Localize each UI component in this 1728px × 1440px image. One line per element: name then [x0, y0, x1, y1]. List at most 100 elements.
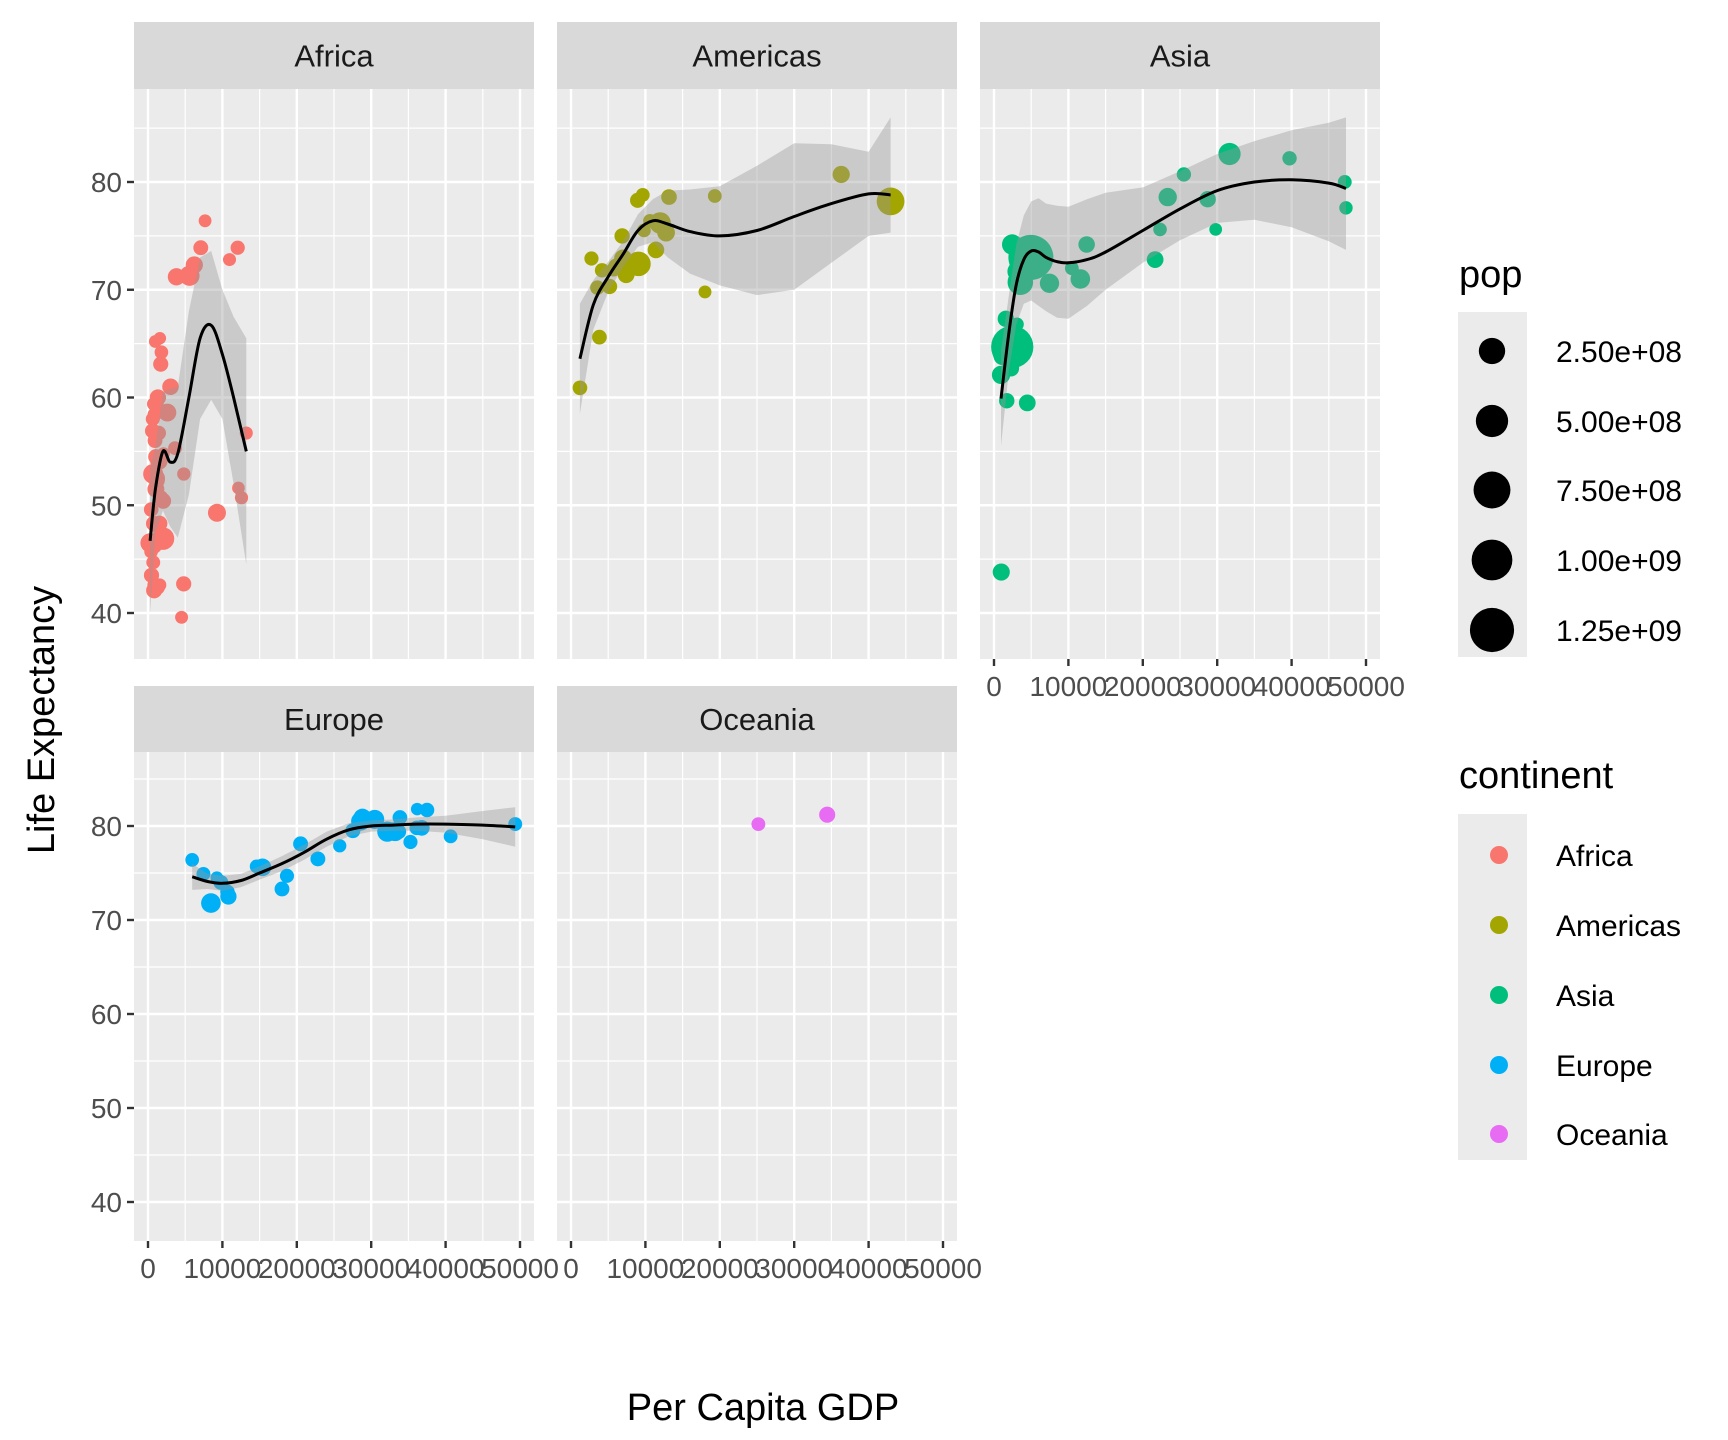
data-point — [1064, 261, 1079, 276]
facet-strip-label: Europe — [284, 702, 384, 737]
size-legend-key — [1478, 337, 1506, 365]
data-point — [630, 192, 646, 208]
gridlines — [134, 89, 534, 659]
size-legend-key — [1469, 607, 1515, 653]
color-legend-key-oceania — [1490, 1125, 1508, 1143]
data-point — [177, 467, 191, 481]
facet-strip-europe — [134, 686, 534, 752]
y-tick-label: 70 — [91, 905, 122, 936]
data-point — [392, 810, 408, 825]
data-point — [153, 356, 169, 372]
panel-content — [572, 117, 905, 414]
confidence-band — [1001, 117, 1346, 447]
y-tick-label: 80 — [91, 811, 122, 842]
data-point — [617, 266, 635, 284]
panel-content — [991, 117, 1353, 581]
x-tick-label: 20000 — [258, 1253, 336, 1284]
x-tick-label: 40000 — [407, 1253, 485, 1284]
x-tick-label: 10000 — [183, 1253, 261, 1284]
y-tick-label: 50 — [91, 490, 122, 521]
panel-content — [751, 806, 836, 832]
x-tick-label: 30000 — [1178, 671, 1256, 702]
facet-strip-africa — [134, 22, 534, 89]
points-oceania — [751, 806, 836, 832]
panels-layer: Africa Americas Asia Europe Oceania — [134, 22, 1380, 1241]
data-point — [992, 563, 1010, 581]
facet-strip-label: Africa — [294, 39, 374, 74]
facet-strip-asia — [980, 22, 1380, 89]
data-point — [1002, 360, 1020, 377]
x-tick-label: 30000 — [755, 1253, 833, 1284]
data-point — [594, 263, 610, 278]
gridlines — [557, 89, 957, 659]
facet-strip-oceania — [557, 686, 957, 752]
color-legend-key-africa — [1490, 846, 1508, 864]
y-tick-label: 50 — [91, 1093, 122, 1124]
x-tick-label: 0 — [563, 1253, 579, 1284]
color-legend-key-asia — [1490, 986, 1508, 1004]
data-point — [154, 345, 169, 360]
color-legend-label: Americas — [1556, 910, 1681, 943]
size-legend-label: 7.50e+08 — [1556, 475, 1682, 508]
color-legend-key-europe — [1490, 1056, 1508, 1074]
smooth-line — [999, 178, 1347, 399]
data-point — [647, 241, 665, 259]
confidence-band — [150, 251, 247, 613]
confidence-band — [579, 117, 891, 414]
size-legend-key — [1473, 471, 1511, 509]
data-point — [333, 839, 347, 853]
gridlines — [557, 752, 957, 1241]
y-tick-label: 40 — [91, 1187, 122, 1218]
color-legend-title: continent — [1459, 755, 1614, 797]
data-point — [707, 189, 722, 203]
data-point — [1039, 273, 1060, 293]
data-point — [1018, 394, 1036, 412]
smooth-line — [148, 322, 248, 541]
color-legend: continent Africa Americas Asia Europe Oceani… — [1458, 755, 1681, 1160]
y-tick-label: 40 — [91, 598, 122, 629]
points-europe — [185, 802, 523, 913]
data-point — [1176, 167, 1192, 182]
data-point — [154, 530, 169, 545]
color-legend-label: Oceania — [1556, 1119, 1668, 1152]
data-point — [832, 165, 850, 184]
x-axis-title: Per Capita GDP — [627, 1387, 899, 1429]
smooth-line — [191, 822, 516, 885]
data-point — [196, 866, 211, 881]
size-legend-key — [1471, 539, 1513, 581]
data-point — [146, 555, 161, 570]
data-point — [232, 481, 245, 495]
data-point — [443, 829, 458, 844]
x-tick-label: 10000 — [606, 1253, 684, 1284]
data-point — [403, 834, 418, 850]
data-point — [149, 579, 166, 595]
data-point — [1158, 187, 1177, 207]
y-tick-label: 60 — [91, 383, 122, 414]
data-point — [310, 851, 326, 867]
data-point — [1146, 251, 1164, 268]
size-legend-label: 5.00e+08 — [1556, 406, 1682, 439]
color-legend-label: Asia — [1556, 980, 1615, 1013]
x-tick-label: 30000 — [332, 1253, 410, 1284]
facet-asia: Asia — [980, 22, 1380, 659]
data-point — [698, 285, 712, 299]
size-legend-label: 1.25e+09 — [1556, 615, 1682, 648]
y-tick-label: 70 — [91, 275, 122, 306]
facet-oceania: Oceania — [557, 686, 957, 1241]
data-point — [162, 378, 179, 395]
size-legend: pop 2.50e+08 5.00e+08 7.50e+08 1.00e+09 1.25… — [1458, 254, 1682, 657]
data-point — [167, 268, 186, 286]
data-point — [293, 836, 309, 852]
data-point — [158, 403, 177, 422]
x-tick-label: 50000 — [1327, 671, 1405, 702]
data-point — [185, 852, 200, 867]
data-point — [572, 380, 588, 396]
data-point — [661, 189, 677, 205]
data-point — [193, 240, 209, 256]
data-point — [614, 228, 630, 244]
data-point — [230, 240, 245, 255]
data-point — [198, 214, 212, 228]
data-point — [999, 393, 1015, 409]
